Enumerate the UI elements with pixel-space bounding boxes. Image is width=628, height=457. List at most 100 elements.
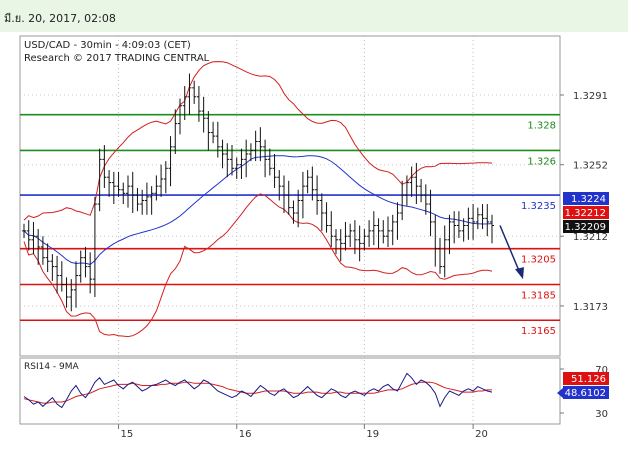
- ohlc-bar: [159, 164, 164, 197]
- ohlc-bar: [121, 182, 126, 205]
- ohlc-bar: [300, 171, 305, 219]
- ohlc-bar: [215, 121, 220, 158]
- level-label: 1.3165: [521, 326, 556, 337]
- ohlc-bar: [315, 175, 320, 215]
- ohlc-bar: [480, 204, 485, 230]
- rsi-panel: [19, 357, 561, 425]
- rsi-badge: [563, 386, 609, 399]
- ohlc-bar: [187, 73, 192, 115]
- price-badge-label: 1.32209: [565, 222, 606, 233]
- ohlc-bar: [196, 86, 201, 122]
- rsi-badge-pointer: [557, 388, 563, 398]
- date-label: มี.ย. 20, 2017, 02:08: [4, 12, 116, 25]
- rsi-tick-label: 70: [595, 365, 608, 376]
- ohlc-bar: [116, 171, 121, 197]
- rsi-line: [23, 372, 493, 409]
- ohlc-bar: [272, 153, 277, 188]
- ohlc-bar: [234, 157, 239, 180]
- ohlc-bar: [258, 127, 263, 162]
- ohlc-bar: [201, 96, 206, 133]
- ohlc-bar: [140, 189, 145, 215]
- ohlc-bar: [362, 229, 367, 251]
- ohlc-bar: [338, 229, 343, 262]
- level-label: 1.3205: [521, 255, 556, 266]
- ohlc-bar: [329, 211, 334, 247]
- ohlc-bar: [334, 229, 338, 255]
- price-badge: [563, 206, 609, 219]
- level-label: 1.328: [527, 121, 556, 132]
- ohlc-bar: [490, 214, 494, 244]
- ohlc-bar: [239, 148, 244, 180]
- ohlc-bar: [173, 109, 178, 154]
- ohlc-bar: [282, 175, 286, 213]
- ohlc-bar: [277, 170, 282, 201]
- ohlc-bar: [50, 254, 55, 281]
- level-label: 1.3235: [521, 201, 556, 212]
- ohlc-bar: [69, 279, 74, 312]
- ohlc-bar: [31, 221, 36, 255]
- ohlc-bar: [456, 211, 461, 239]
- ohlc-bar: [102, 145, 107, 188]
- ohlc-bar: [291, 200, 296, 224]
- ohlc-bar: [296, 189, 301, 228]
- ohlc-bar: [144, 182, 149, 215]
- price-tick-label: 1.3173: [573, 302, 608, 313]
- ohlc-bar: [310, 166, 315, 201]
- ohlc-bar: [22, 223, 26, 239]
- ohlc-bar: [107, 170, 112, 197]
- price-badge-label: 1.3224: [571, 194, 606, 205]
- chart-title: USD/CAD - 30min - 4:09:03 (CET): [24, 40, 191, 51]
- ohlc-bar: [376, 218, 381, 249]
- ohlc-bar: [206, 111, 211, 151]
- x-tick-label: 15: [121, 429, 134, 440]
- ohlc-bar: [409, 166, 414, 197]
- ohlc-bar: [154, 175, 159, 201]
- ohlc-bar: [59, 261, 64, 292]
- ohlc-bar: [244, 139, 249, 178]
- ohlc-bar: [168, 136, 173, 187]
- ohlc-bar: [40, 236, 45, 265]
- ohlc-bar: [466, 207, 471, 240]
- ohlc-bar: [438, 238, 442, 274]
- ohlc-bar: [64, 277, 69, 308]
- ohlc-bar: [163, 161, 168, 194]
- price-badge-label: 1.32212: [565, 208, 606, 219]
- x-tick-label: 19: [366, 429, 379, 440]
- ohlc-bar: [126, 175, 130, 208]
- ohlc-bar: [26, 220, 31, 251]
- ohlc-bar: [352, 220, 357, 255]
- ohlc-bar: [130, 171, 135, 213]
- ohlc-bar: [324, 202, 329, 233]
- ohlc-bar: [78, 250, 83, 283]
- ohlc-bar: [45, 243, 50, 272]
- chart-subtitle: Research © 2017 TRADING CENTRAL: [24, 53, 210, 64]
- rsi-ma-line: [23, 381, 492, 404]
- price-tick-label: 1.3252: [573, 161, 608, 172]
- ohlc-bar: [414, 162, 419, 205]
- ohlc-bar: [220, 139, 225, 169]
- ohlc-bar: [248, 143, 253, 162]
- projection-arrow-head: [515, 267, 524, 280]
- ohlc-bar: [343, 221, 348, 251]
- ohlc-bar: [97, 148, 102, 212]
- ohlc-bar: [357, 225, 362, 262]
- rsi-label: RSI14 - 9MA: [24, 362, 80, 372]
- ohlc-bar: [135, 187, 140, 212]
- ohlc-bar: [404, 175, 409, 206]
- ohlc-bar: [253, 130, 258, 162]
- ohlc-bar: [433, 214, 438, 267]
- ohlc-bar: [390, 214, 395, 246]
- ohlc-bar: [267, 148, 272, 176]
- ohlc-bar: [400, 180, 405, 221]
- price-badge: [563, 192, 609, 205]
- ohlc-bar: [74, 261, 78, 308]
- rsi-badge: [563, 372, 609, 385]
- ohlc-bar: [485, 204, 490, 237]
- ohlc-bar: [211, 121, 216, 144]
- ohlc-bar: [461, 218, 466, 242]
- bollinger-upper: [23, 61, 493, 221]
- ohlc-bar: [182, 86, 187, 121]
- level-label: 1.326: [527, 156, 556, 167]
- ohlc-bar: [419, 179, 424, 203]
